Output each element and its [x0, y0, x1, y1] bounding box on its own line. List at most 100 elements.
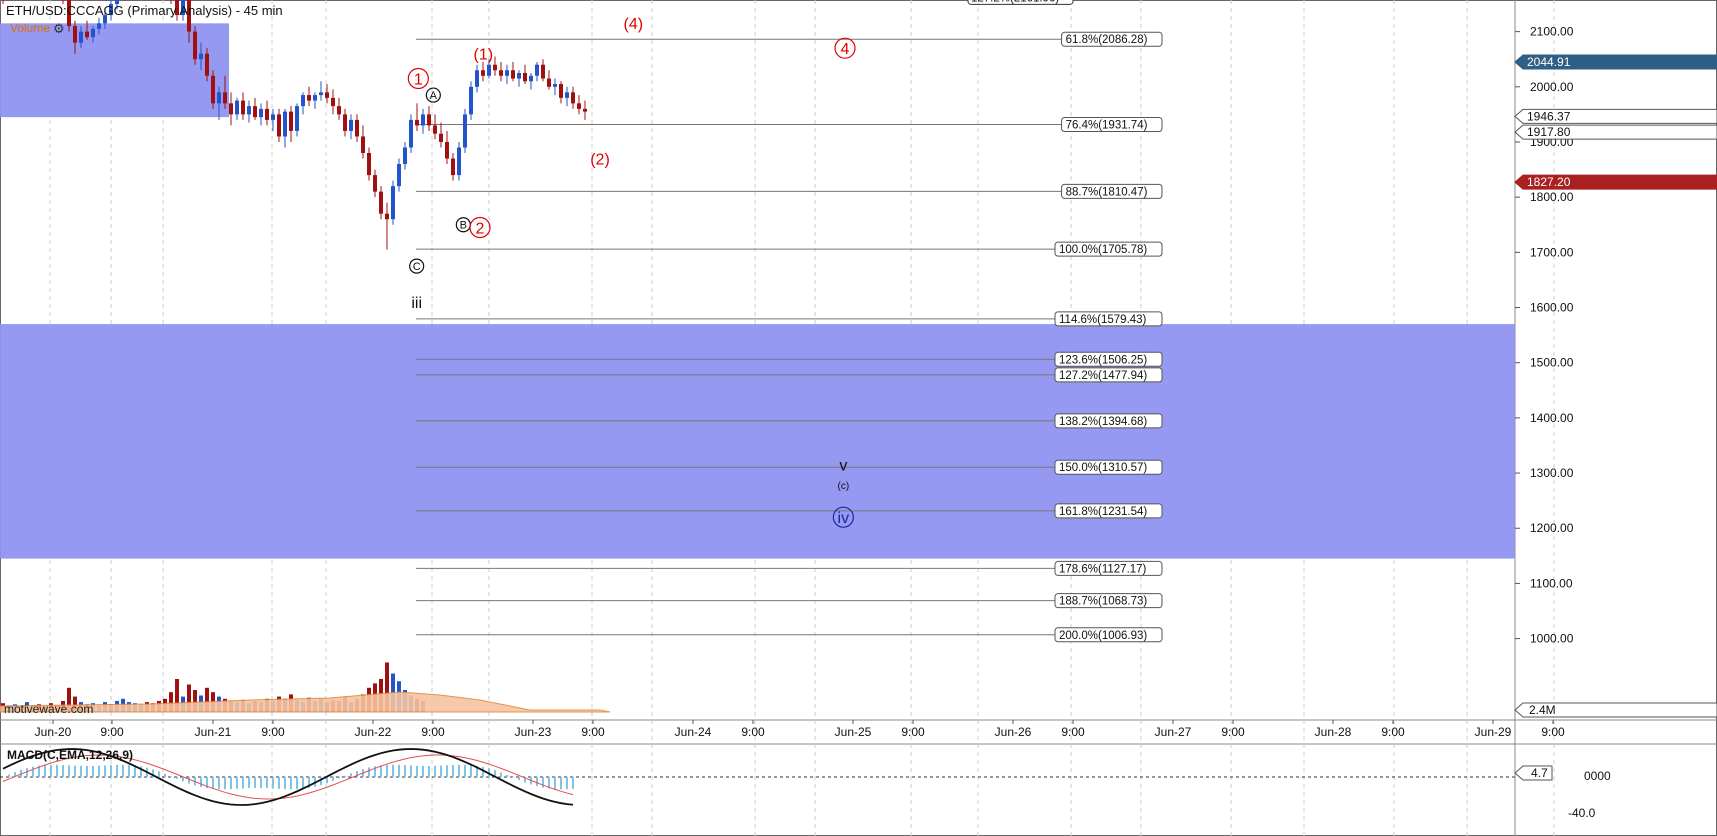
x-tick-label: Jun-22 — [355, 725, 392, 739]
candle-body — [331, 97, 335, 107]
wave-label: iii — [411, 295, 422, 312]
candle-body — [385, 213, 389, 220]
candle-body — [373, 175, 377, 192]
price-tag-label: 1946.37 — [1527, 109, 1571, 123]
fib-level-label: 138.2%(1394.68) — [1059, 416, 1147, 428]
wave-label: 1 — [414, 71, 423, 88]
candle-body — [175, 0, 179, 16]
price-tag — [1514, 108, 1717, 124]
candle-body — [109, 4, 113, 16]
candle-body — [433, 125, 437, 134]
candle-body — [289, 111, 293, 131]
macd-line — [2, 748, 574, 806]
candle-body — [451, 158, 455, 176]
volume-bar — [385, 662, 389, 712]
x-tick-label: 9:00 — [901, 725, 925, 739]
time-axis: Jun-20 9:00 Jun-21 9:00 Jun-22 9:00 Jun-23 9:00… — [35, 720, 1565, 739]
fib-level-label: 150.0%(1310.57) — [1059, 462, 1147, 474]
candle-body — [367, 153, 371, 176]
fib-level-label: 114.6%(1579.43) — [1059, 314, 1147, 326]
x-tick-label: Jun-28 — [1315, 725, 1352, 739]
price-tag — [1514, 124, 1717, 140]
y-tick-label: 1100.00 — [1530, 576, 1573, 590]
fib-level-box — [1054, 241, 1163, 257]
candle-body — [397, 164, 401, 187]
fib-level-label: 161.8%(1231.54) — [1059, 506, 1147, 518]
candle-body — [379, 191, 383, 214]
candle-body — [199, 53, 203, 60]
macd-pane: -40.0 0000 4.7 — [0, 748, 1611, 820]
candle-body — [535, 64, 539, 76]
candle-body — [391, 186, 395, 220]
candle-body — [247, 106, 251, 115]
candle-body — [91, 28, 95, 38]
candle-body — [487, 64, 491, 76]
x-tick-label: Jun-20 — [35, 725, 72, 739]
fib-level-box — [1061, 31, 1163, 47]
y-tick-label: 1000.00 — [1530, 632, 1574, 646]
candle-body — [475, 70, 479, 87]
candle-body — [355, 119, 359, 137]
y-tick-label: 1700.00 — [1530, 245, 1574, 259]
fib-level-box — [1061, 116, 1163, 132]
candle-body — [67, 0, 71, 27]
fib-level-label: 123.6%(1506.25) — [1059, 354, 1147, 366]
candle-body — [439, 133, 443, 142]
candle-body — [103, 15, 107, 24]
x-tick-label: 9:00 — [100, 725, 124, 739]
wave-label: (2) — [590, 151, 610, 168]
wave-label-circle — [469, 216, 491, 239]
macd-value-ghost: 0000 — [1584, 769, 1611, 783]
macd-value: 4.7 — [1531, 766, 1548, 780]
candle-body — [511, 70, 515, 79]
volume-label[interactable]: Volume — [10, 21, 51, 35]
fib-level-box — [1054, 593, 1163, 609]
support-zone — [0, 23, 229, 118]
candle-body — [223, 92, 227, 104]
candle-body — [577, 103, 581, 109]
candle-body — [349, 119, 353, 131]
candle-body — [283, 111, 287, 137]
x-tick-label: 9:00 — [1541, 725, 1565, 739]
candle-body — [469, 86, 473, 115]
fib-level-label: 61.8%(2086.28) — [1066, 34, 1148, 46]
candle-body — [271, 114, 275, 120]
candle-body — [79, 31, 83, 43]
candle-body — [421, 114, 425, 126]
volume-bar — [205, 687, 209, 712]
candle-body — [523, 73, 527, 82]
price-tag-label: 2044.91 — [1527, 55, 1571, 69]
candle-body — [259, 108, 263, 118]
candle-body — [301, 95, 305, 107]
candle-body — [85, 31, 89, 38]
candle-body — [415, 119, 419, 126]
volume-bar — [169, 692, 173, 712]
candle-body — [445, 141, 449, 159]
x-tick-label: Jun-25 — [835, 725, 872, 739]
x-tick-label: 9:00 — [741, 725, 765, 739]
macd-axis-label: -40.0 — [1568, 806, 1596, 820]
candle-body — [181, 0, 185, 16]
x-tick-label: Jun-26 — [995, 725, 1032, 739]
candle-body — [583, 108, 587, 112]
y-tick-label: 1400.00 — [1530, 411, 1574, 425]
wave-label: iv — [838, 510, 850, 527]
candle-body — [529, 75, 533, 82]
fib-level-box — [1061, 183, 1163, 199]
candle-body — [403, 147, 407, 165]
volume-tag-label: 2.4M — [1529, 703, 1556, 717]
x-tick-label: Jun-27 — [1155, 725, 1192, 739]
candle-body — [553, 84, 557, 87]
x-tick-label: 9:00 — [261, 725, 285, 739]
fib-level-label: 178.6%(1127.17) — [1059, 563, 1147, 575]
candle-body — [307, 95, 311, 101]
candle-body — [325, 92, 329, 98]
fib-level-label: 76.4%(1931.74) — [1066, 119, 1148, 131]
candle-body — [265, 108, 269, 120]
candle-body — [235, 100, 239, 115]
candle-body — [97, 23, 101, 29]
volume-bar — [175, 679, 179, 712]
gear-icon[interactable]: ⚙ — [53, 21, 65, 36]
